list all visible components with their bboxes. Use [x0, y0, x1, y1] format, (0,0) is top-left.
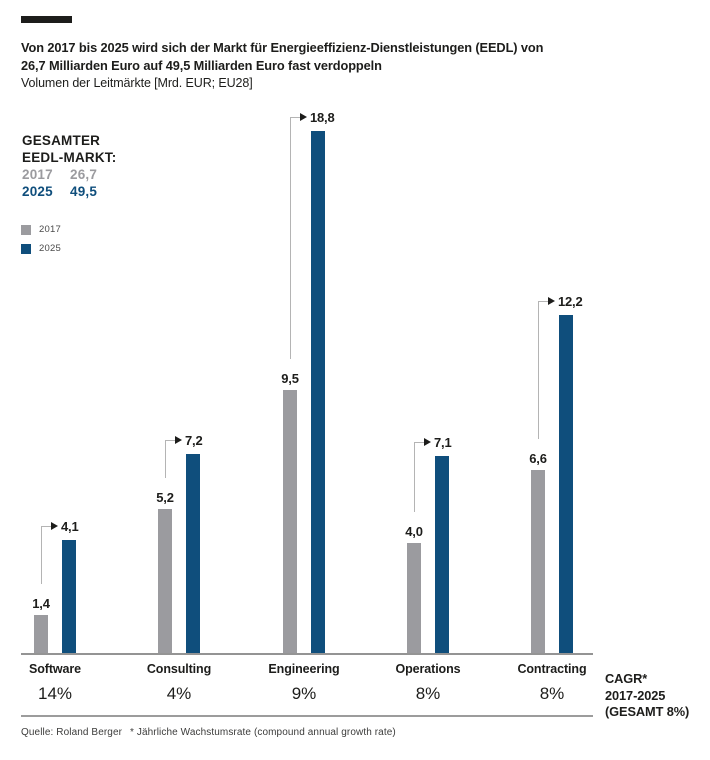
value-label-2025: 7,2: [185, 432, 203, 448]
bar-2025-contracting: [559, 314, 573, 654]
title-line-1: Von 2017 bis 2025 wird sich der Markt fü…: [21, 40, 544, 55]
legend-swatch-2025-icon: [21, 243, 31, 254]
connector-line-vertical: [538, 300, 539, 440]
bar-2017-operations: [407, 542, 421, 654]
connector-line-horizontal: [165, 439, 175, 441]
value-label-2025: 18,8: [310, 110, 335, 125]
summary-year-2017: 2017: [22, 167, 53, 182]
bottom-separator-line: [21, 715, 593, 717]
cagr-note-line-2: 2017-2025: [605, 687, 666, 703]
category-label-consulting: Consulting: [146, 662, 212, 676]
bar-2017-engineering: [283, 389, 297, 654]
summary-value-2017: 26,7: [70, 167, 98, 182]
chart-legend: 2017 2025: [21, 220, 61, 258]
category-label-contracting: Contracting: [517, 662, 587, 676]
legend-swatch-2017-icon: [21, 224, 31, 235]
category-label-engineering: Engineering: [268, 662, 340, 676]
connector-line-horizontal: [41, 525, 51, 527]
bar-2025-operations: [435, 456, 449, 654]
legend-label-2025: 2025: [39, 243, 61, 254]
growth-arrow-icon: [300, 113, 307, 121]
bar-2025-consulting: [186, 453, 200, 654]
cagr-value-software: 14%: [37, 684, 73, 703]
category-label-software: Software: [29, 662, 81, 676]
legend-item-2017: 2017: [21, 220, 61, 239]
value-label-2025: 12,2: [558, 293, 583, 309]
cagr-note-line-3: (GESAMT 8%): [605, 704, 690, 719]
title-line-2: 26,7 Milliarden Euro auf 49,5 Milliarden…: [21, 58, 382, 73]
summary-row-2025: 2025 49,5: [22, 183, 116, 200]
growth-arrow-icon: [51, 521, 58, 530]
summary-value-2025: 49,5: [70, 184, 98, 199]
page-title: Von 2017 bis 2025 wird sich der Markt fü…: [21, 39, 641, 75]
bar-2017-consulting: [158, 509, 172, 654]
cagr-note-line-1: CAGR*: [605, 671, 648, 686]
value-label-2017: 4,0: [405, 523, 423, 539]
x-axis-line: [21, 653, 593, 655]
value-label-2025: 7,1: [434, 435, 452, 451]
growth-arrow-icon: [424, 438, 431, 447]
summary-row-2017: 2017 26,7: [22, 166, 116, 183]
chart-subtitle: Volumen der Leitmärkte [Mrd. EUR; EU28]: [21, 76, 253, 90]
cagr-note: CAGR* 2017-2025 (GESAMT 8%): [605, 671, 689, 721]
value-label-2017: 9,5: [281, 370, 299, 386]
brand-accent-bar: [21, 16, 72, 23]
connector-line-vertical: [165, 439, 166, 479]
growth-arrow-icon: [175, 435, 182, 444]
value-label-2017: 6,6: [529, 451, 547, 467]
bar-2017-software: [34, 615, 48, 654]
legend-label-2017: 2017: [39, 224, 61, 235]
cagr-value-contracting: 8%: [539, 684, 565, 703]
bar-2025-engineering: [311, 131, 325, 654]
summary-year-2025: 2025: [22, 184, 53, 199]
total-market-summary: GESAMTER EEDL-MARKT: 2017 26,7 2025 49,5: [22, 132, 116, 200]
connector-line-vertical: [290, 117, 291, 359]
connector-line-vertical: [41, 525, 42, 585]
category-label-operations: Operations: [395, 662, 461, 676]
cagr-value-operations: 8%: [415, 684, 441, 703]
value-label-2017: 5,2: [156, 490, 174, 506]
connector-line-horizontal: [414, 442, 424, 444]
summary-heading-line-1: GESAMTER: [22, 133, 101, 148]
footnote-text: * Jährliche Wachstumsrate (compound annu…: [130, 727, 396, 738]
cagr-value-consulting: 4%: [166, 684, 192, 703]
summary-heading-line-2: EEDL-MARKT:: [22, 150, 117, 165]
legend-item-2025: 2025: [21, 239, 61, 258]
bar-2017-contracting: [531, 470, 545, 654]
connector-line-horizontal: [538, 300, 548, 302]
cagr-value-engineering: 9%: [291, 684, 317, 703]
value-label-2017: 1,4: [32, 596, 50, 612]
growth-arrow-icon: [548, 296, 555, 305]
source-text: Quelle: Roland Berger: [21, 727, 123, 738]
connector-line-horizontal: [290, 117, 300, 118]
value-label-2025: 4,1: [61, 518, 79, 534]
connector-line-vertical: [414, 442, 415, 512]
bar-2025-software: [62, 539, 76, 654]
